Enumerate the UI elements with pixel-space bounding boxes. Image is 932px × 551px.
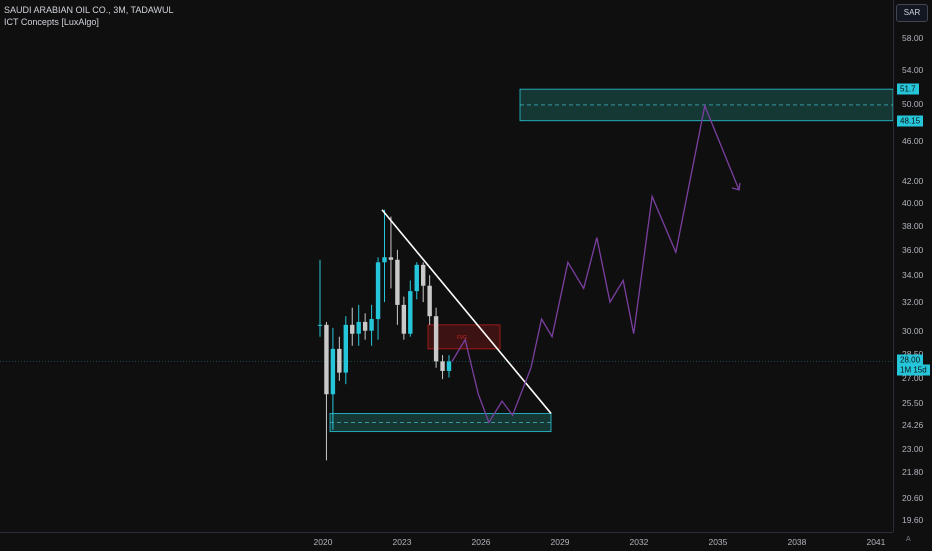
- time-tick: 2029: [550, 537, 570, 547]
- price-axis[interactable]: 58.00 54.00 50.00 46.00 42.00 40.00 38.00 36.00…: [893, 0, 932, 532]
- trendline[interactable]: [381, 209, 552, 414]
- candle-body: [427, 285, 432, 317]
- projection-path[interactable]: [451, 103, 740, 424]
- symbol-title[interactable]: SAUDI ARABIAN OIL CO., 3M, TADAWUL: [4, 5, 174, 15]
- candle-body: [330, 348, 336, 395]
- price-tag-countdown: 1M 15d: [897, 364, 930, 376]
- price-tick: 38.00: [902, 220, 924, 231]
- price-tick: 23.00: [902, 443, 924, 454]
- time-tick: 2032: [629, 537, 649, 547]
- zone-demand: [329, 413, 552, 433]
- price-tick: 25.50: [902, 397, 924, 408]
- auto-scale-button[interactable]: A: [906, 536, 911, 543]
- price-tick: 54.00: [902, 64, 924, 75]
- time-tick: 2035: [708, 537, 728, 547]
- time-tick: 2041: [866, 537, 886, 547]
- price-tick: 24.26: [902, 420, 924, 430]
- fvg-label: FVG: [457, 335, 467, 341]
- price-tag-last-price: 28.00: [897, 354, 924, 366]
- candle-body: [388, 257, 394, 260]
- time-tick: 2023: [392, 537, 412, 547]
- price-tick: 20.60: [902, 492, 924, 503]
- price-tick: 34.00: [902, 270, 924, 281]
- candle-body: [362, 321, 368, 331]
- candle-body: [382, 257, 387, 263]
- price-tick: 36.00: [902, 244, 924, 255]
- candle-body: [317, 324, 323, 326]
- price-tick: 46.00: [902, 136, 924, 146]
- candle-body: [446, 361, 452, 371]
- price-tick: 50.00: [902, 99, 924, 109]
- price-tag-zone-bottom: 48.15: [897, 115, 924, 127]
- price-tag-zone-top: 51.7: [897, 83, 919, 95]
- candle-body: [440, 361, 445, 371]
- candle-body: [350, 324, 355, 334]
- time-tick: 2020: [313, 537, 333, 547]
- candle-body: [421, 264, 426, 286]
- candle-body: [356, 321, 361, 334]
- price-tick: 30.00: [902, 325, 924, 336]
- price-tick: 58.00: [902, 33, 924, 44]
- projection-arrowhead: [731, 182, 741, 191]
- candle-body: [369, 319, 374, 331]
- candle-body: [343, 324, 348, 373]
- overlay-layer: [381, 103, 741, 424]
- candle-body: [408, 291, 413, 334]
- candle-body: [401, 304, 407, 334]
- chart-legend[interactable]: SAUDI ARABIAN OIL CO., 3M, TADAWUL ICT C…: [4, 4, 174, 28]
- price-tick: 19.60: [902, 514, 924, 525]
- candle-layer: [317, 209, 452, 461]
- price-tick: 21.80: [902, 467, 924, 478]
- chart-canvas[interactable]: FVG: [0, 0, 893, 532]
- currency-button[interactable]: SAR: [896, 4, 928, 22]
- candle-body: [375, 262, 381, 320]
- price-tick: 32.00: [902, 297, 924, 308]
- candle-body: [324, 324, 329, 395]
- price-tick: 42.00: [902, 176, 924, 187]
- time-tick: 2026: [471, 537, 491, 547]
- candle-body: [337, 348, 342, 373]
- time-axis[interactable]: 2020 2023 2026 2029 2032 2035 2038 2041: [0, 532, 893, 551]
- price-tick: 28.50: [902, 348, 924, 359]
- candle-body: [414, 264, 419, 292]
- price-tick: 40.00: [902, 198, 924, 209]
- price-tick: 27.00: [902, 372, 924, 383]
- time-tick: 2038: [787, 537, 807, 547]
- zone-layer: FVG: [0, 88, 893, 433]
- indicator-title[interactable]: ICT Concepts [LuxAlgo]: [4, 17, 99, 27]
- candle-body: [433, 316, 439, 362]
- candle-body: [395, 259, 400, 305]
